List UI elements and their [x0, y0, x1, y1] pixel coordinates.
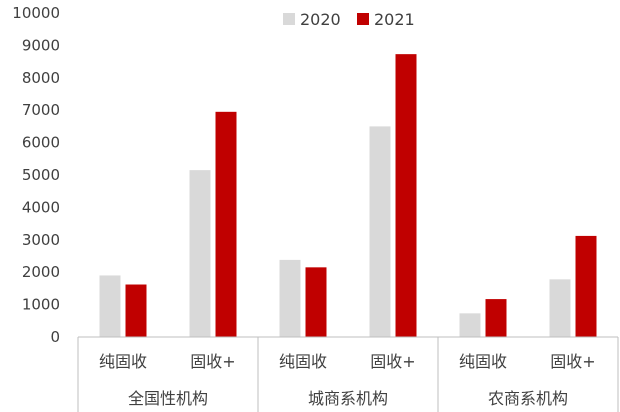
legend-label: 2021	[374, 10, 415, 29]
y-tick-label: 0	[50, 328, 60, 346]
bar-2020	[459, 313, 481, 337]
legend-swatch-2021	[357, 13, 369, 25]
bar-2020	[99, 275, 121, 337]
bar-2020	[549, 279, 571, 337]
bar-2020	[369, 126, 391, 338]
bar-2021	[305, 267, 327, 337]
x-group-label: 城商系机构	[308, 389, 388, 408]
bars	[99, 54, 597, 338]
x-group-label: 农商系机构	[488, 389, 568, 408]
y-tick-label: 7000	[22, 101, 60, 119]
bar-2021	[575, 235, 597, 337]
bar-2021	[485, 299, 507, 337]
y-axis: 0 1000 2000 3000 4000 5000 6000 7000 8000 9000 100…	[12, 4, 60, 346]
y-tick-label: 6000	[22, 134, 60, 152]
bar-2021	[125, 284, 147, 337]
bar-2020	[189, 170, 211, 337]
y-tick-label: 5000	[22, 166, 60, 184]
x-category-label: 纯固收	[99, 352, 147, 371]
y-tick-label: 1000	[22, 296, 60, 314]
y-tick-label: 3000	[22, 231, 60, 249]
bar-2021	[395, 54, 417, 337]
y-tick-label: 9000	[22, 36, 60, 54]
x-category-label: 纯固收	[279, 352, 327, 371]
y-tick-label: 10000	[12, 4, 60, 22]
x-category-label: 固收+	[190, 352, 235, 371]
y-tick-label: 2000	[22, 263, 60, 281]
x-category-label: 固收+	[550, 352, 595, 371]
legend-label: 2020	[300, 10, 341, 29]
y-tick-label: 8000	[22, 69, 60, 87]
bar-2021	[215, 111, 237, 337]
legend-swatch-2020	[283, 13, 295, 25]
x-axis: 纯固收 固收+ 纯固收 固收+ 纯固收 固收+ 全国性机构 城商系机构 农商系机构	[77, 336, 619, 412]
y-tick-label: 4000	[22, 198, 60, 216]
legend: 2020 2021	[283, 10, 415, 29]
x-category-label: 纯固收	[459, 352, 507, 371]
x-category-label: 固收+	[370, 352, 415, 371]
x-group-label: 全国性机构	[128, 389, 208, 408]
bar-2020	[279, 259, 301, 337]
